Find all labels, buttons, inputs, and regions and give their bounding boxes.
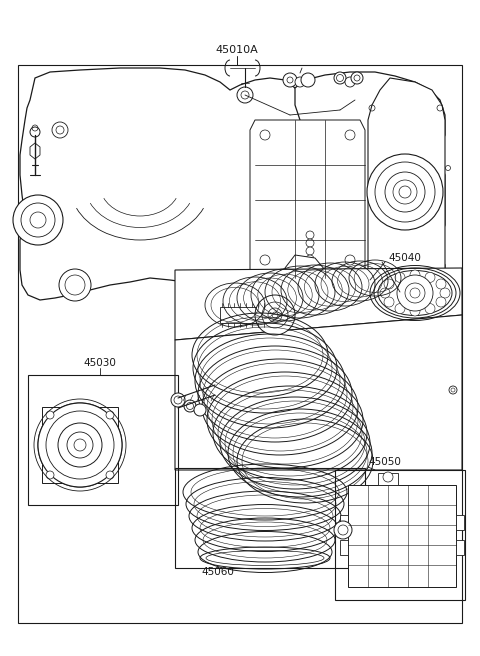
Circle shape [410, 306, 420, 316]
Circle shape [306, 255, 314, 263]
Circle shape [91, 452, 97, 458]
Circle shape [171, 393, 185, 407]
Circle shape [345, 255, 355, 265]
Circle shape [301, 73, 315, 87]
Circle shape [106, 411, 114, 419]
Bar [456, 540, 464, 555]
Text: 45050: 45050 [368, 457, 401, 467]
Circle shape [306, 247, 314, 255]
Bar [175, 468, 365, 568]
Circle shape [295, 77, 305, 87]
Circle shape [46, 471, 54, 479]
Bar [220, 307, 275, 323]
Circle shape [449, 386, 457, 394]
Circle shape [72, 458, 78, 464]
Circle shape [58, 423, 102, 467]
Circle shape [384, 279, 394, 289]
Circle shape [63, 452, 69, 458]
Circle shape [383, 472, 393, 482]
Bar [340, 515, 348, 530]
Circle shape [367, 154, 443, 230]
Circle shape [306, 239, 314, 247]
Circle shape [397, 275, 433, 311]
Circle shape [58, 423, 102, 467]
Polygon shape [30, 143, 40, 159]
Circle shape [184, 400, 196, 412]
Circle shape [60, 442, 66, 448]
Circle shape [425, 304, 435, 314]
Text: 45030: 45030 [84, 358, 117, 368]
Circle shape [425, 272, 435, 283]
Circle shape [385, 172, 425, 212]
Circle shape [255, 295, 295, 335]
Circle shape [410, 270, 420, 280]
Circle shape [440, 288, 450, 298]
Circle shape [351, 72, 363, 84]
Circle shape [72, 426, 78, 432]
Circle shape [82, 458, 88, 464]
Circle shape [38, 403, 122, 487]
Circle shape [436, 297, 446, 307]
Polygon shape [175, 315, 462, 470]
Bar [378, 473, 398, 485]
Circle shape [260, 255, 270, 265]
Bar [335, 470, 465, 600]
Text: 45040: 45040 [388, 253, 421, 263]
Circle shape [345, 130, 355, 140]
Bar [28, 375, 178, 505]
Circle shape [260, 130, 270, 140]
Circle shape [63, 432, 69, 438]
Circle shape [268, 308, 282, 322]
Circle shape [106, 471, 114, 479]
Circle shape [30, 127, 40, 137]
Polygon shape [295, 72, 445, 305]
Circle shape [345, 77, 355, 87]
Circle shape [306, 231, 314, 239]
Bar [456, 515, 464, 530]
Circle shape [436, 279, 446, 289]
Circle shape [194, 404, 206, 416]
Polygon shape [285, 255, 325, 280]
Polygon shape [20, 68, 315, 300]
Circle shape [59, 269, 91, 301]
Circle shape [52, 122, 68, 138]
Polygon shape [42, 407, 118, 483]
Circle shape [46, 411, 54, 419]
Circle shape [334, 72, 346, 84]
Bar [348, 485, 456, 587]
Text: 45060: 45060 [202, 567, 234, 577]
Circle shape [94, 442, 100, 448]
Circle shape [384, 297, 394, 307]
Circle shape [283, 73, 297, 87]
Polygon shape [368, 78, 445, 308]
Circle shape [395, 272, 405, 283]
Polygon shape [250, 120, 365, 278]
Circle shape [91, 432, 97, 438]
Circle shape [237, 87, 253, 103]
Circle shape [13, 195, 63, 245]
Bar [340, 540, 348, 555]
Circle shape [82, 426, 88, 432]
Polygon shape [175, 268, 462, 340]
Circle shape [38, 403, 122, 487]
Circle shape [395, 304, 405, 314]
Text: 45010A: 45010A [216, 45, 258, 55]
Circle shape [380, 288, 390, 298]
Circle shape [334, 521, 352, 539]
Bar [18, 65, 462, 623]
